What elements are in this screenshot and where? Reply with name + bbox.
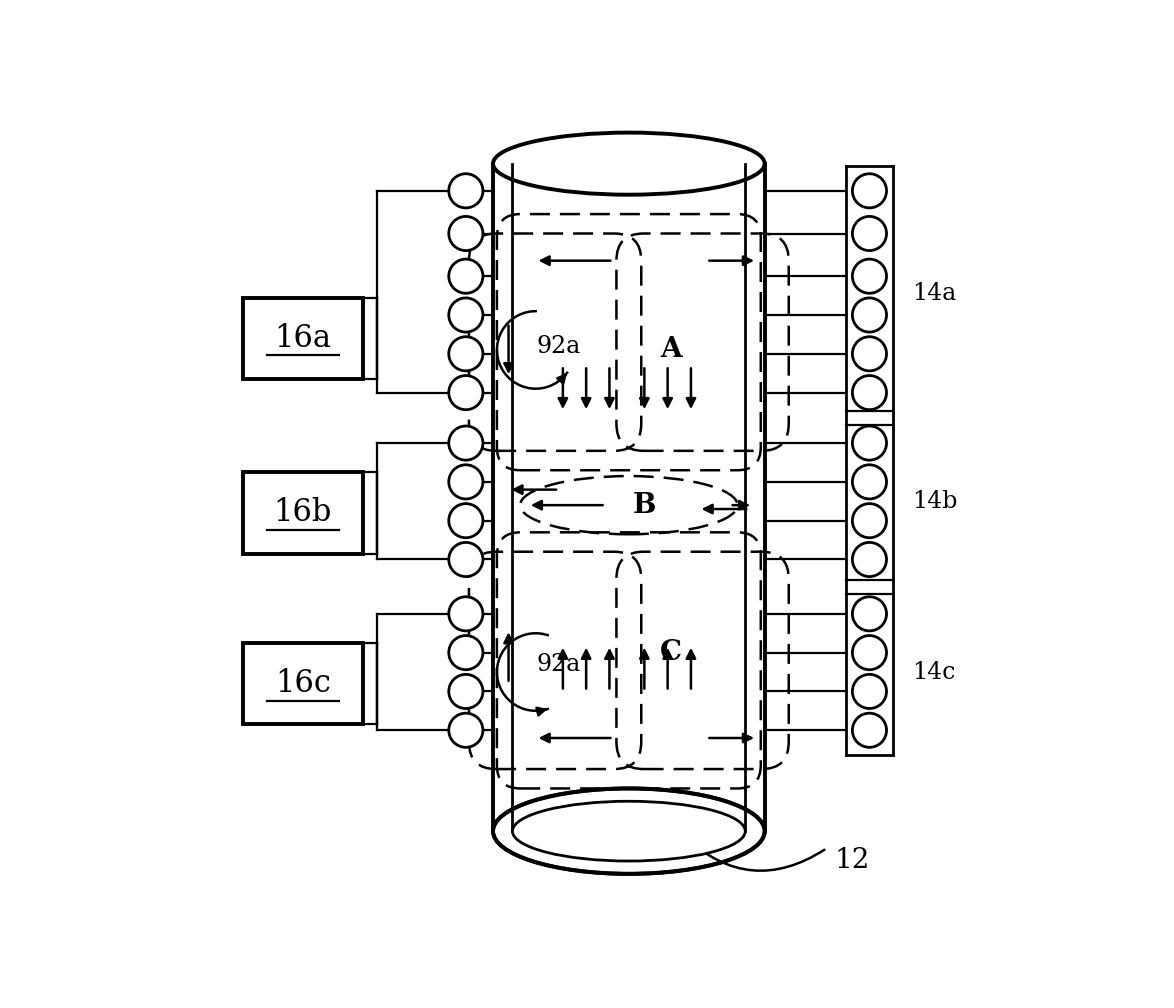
Circle shape [852,597,886,631]
Circle shape [448,376,483,409]
Text: 14c: 14c [912,660,956,683]
Text: 16a: 16a [275,323,331,354]
Circle shape [448,542,483,577]
Circle shape [852,426,886,460]
Circle shape [448,217,483,251]
Text: 16c: 16c [275,668,331,700]
Circle shape [448,259,483,293]
Circle shape [852,636,886,669]
Circle shape [852,259,886,293]
Circle shape [448,597,483,631]
Bar [243,472,363,553]
Circle shape [852,376,886,409]
Circle shape [448,714,483,747]
Circle shape [448,173,483,208]
Text: 92a: 92a [537,653,581,675]
Circle shape [852,337,886,371]
Circle shape [448,465,483,499]
Circle shape [852,714,886,747]
Text: C: C [660,639,682,666]
Circle shape [448,504,483,537]
Circle shape [448,298,483,332]
Text: 12: 12 [835,847,870,874]
Text: 92a: 92a [537,335,581,358]
Circle shape [852,173,886,208]
Bar [243,297,363,379]
Circle shape [448,426,483,460]
Text: A: A [660,337,682,364]
Text: 14a: 14a [912,282,957,305]
Ellipse shape [512,801,745,861]
Text: B: B [633,492,656,519]
Circle shape [852,465,886,499]
Circle shape [852,298,886,332]
Circle shape [852,542,886,577]
Bar [243,643,363,725]
Circle shape [852,674,886,709]
Text: 14b: 14b [912,490,958,513]
Circle shape [448,337,483,371]
Circle shape [852,217,886,251]
Text: 16b: 16b [274,497,332,528]
Polygon shape [493,163,764,832]
Circle shape [448,636,483,669]
Circle shape [448,674,483,709]
Circle shape [852,504,886,537]
